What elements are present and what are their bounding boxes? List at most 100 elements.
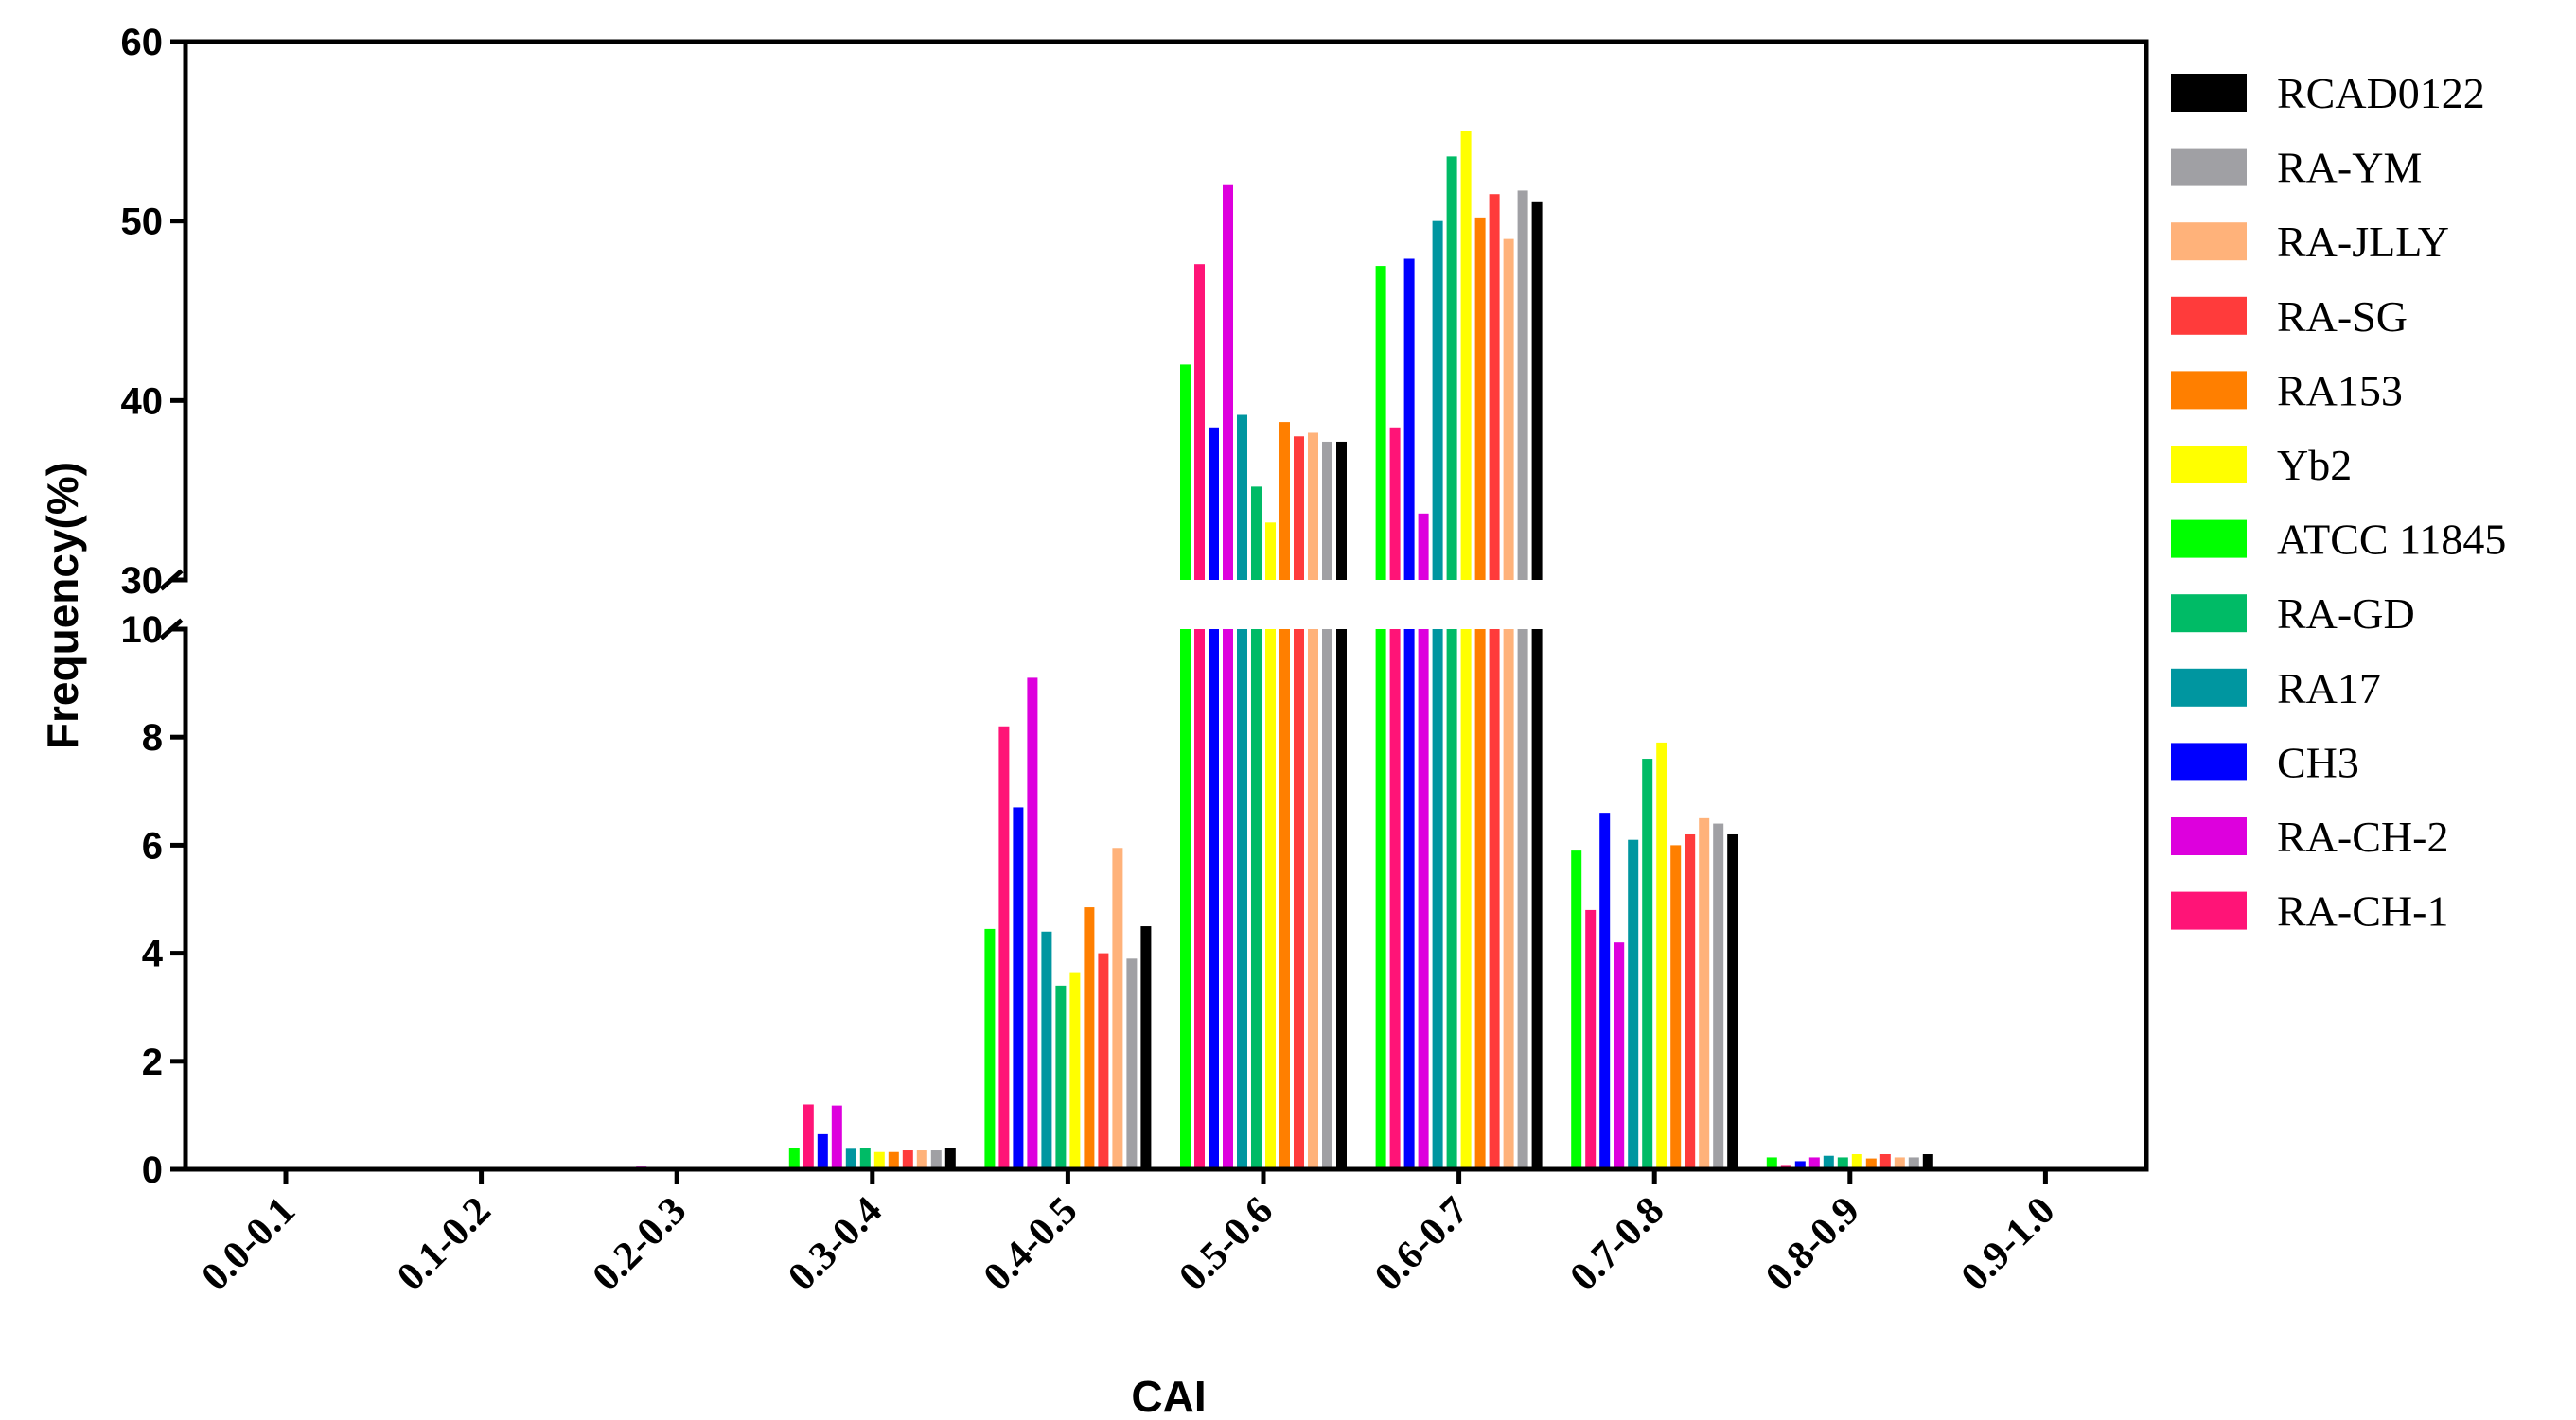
bar-lower-segment	[1531, 629, 1543, 1169]
bar-upper-segment	[1531, 201, 1543, 580]
bar	[1894, 1157, 1905, 1169]
x-tick-label: 0.8-0.9	[1757, 1189, 1868, 1300]
bar-upper-segment	[1180, 364, 1191, 580]
bar-upper-segment	[1223, 184, 1233, 580]
bar-upper-segment	[1474, 217, 1486, 580]
bar-lower-segment	[1223, 629, 1233, 1169]
y-tick-label: 60	[121, 22, 164, 63]
bar	[1585, 909, 1597, 1169]
legend-label: RA-CH-1	[2277, 887, 2448, 936]
bar-upper-segment	[1265, 522, 1276, 580]
bar	[859, 1148, 871, 1169]
bar-upper-segment	[1375, 266, 1386, 580]
legend: RCAD0122 RA-YM RA-JLLY RA-SG RA153 Yb2 ATCC 11…	[2171, 69, 2506, 936]
y-tick-label: 6	[142, 825, 163, 867]
bar	[916, 1150, 927, 1169]
bar-upper-segment	[1503, 238, 1514, 580]
bar	[1851, 1154, 1862, 1169]
legend-label: RA-CH-2	[2277, 813, 2448, 861]
legend-label: RA-YM	[2277, 144, 2422, 192]
legend-label: Yb2	[2277, 441, 2352, 489]
bar	[1140, 926, 1152, 1169]
x-tick-label: 0.3-0.4	[780, 1189, 891, 1300]
y-tick-label: 50	[121, 202, 164, 243]
legend-label: RA-GD	[2277, 589, 2415, 638]
x-tick-label: 0.4-0.5	[976, 1189, 1086, 1300]
bar-lower-segment	[1308, 629, 1318, 1169]
bar-lower-segment	[1503, 629, 1514, 1169]
bar-upper-segment	[1446, 156, 1457, 581]
bar	[902, 1150, 913, 1169]
bar	[1908, 1157, 1919, 1169]
bar-lower-segment	[1403, 629, 1415, 1169]
bar-upper-segment	[1308, 432, 1318, 580]
bar	[873, 1151, 885, 1169]
x-tick-label: 0.7-0.8	[1562, 1189, 1673, 1300]
legend-swatch	[2171, 891, 2247, 930]
bar	[1041, 931, 1052, 1169]
bar-lower-segment	[1389, 629, 1401, 1169]
bar-upper-segment	[1194, 264, 1205, 580]
bar	[1656, 742, 1667, 1169]
bar	[1837, 1157, 1848, 1169]
bar-upper-segment	[1279, 422, 1290, 580]
bar-upper-segment	[1294, 436, 1304, 580]
bar	[1628, 839, 1639, 1169]
y-tick-label: 30	[121, 560, 164, 602]
axes-layer	[159, 39, 2149, 1172]
bar-upper-segment	[1209, 427, 1219, 580]
x-ticks-layer: 0.0-0.1 0.1-0.2 0.2-0.3 0.3-0.4 0.4-0.5 0.5-0…	[193, 1169, 2063, 1299]
bar	[1098, 953, 1109, 1169]
bar-upper-segment	[1432, 220, 1443, 580]
bar	[944, 1148, 956, 1169]
bar-upper-segment	[1237, 414, 1247, 580]
y-tick-label: 0	[142, 1149, 163, 1191]
bar	[1055, 985, 1067, 1169]
bar-upper-segment	[1517, 190, 1528, 580]
legend-label: RCAD0122	[2277, 69, 2485, 117]
bar-lower-segment	[1237, 629, 1247, 1169]
legend-swatch	[2171, 668, 2247, 707]
bar	[1727, 833, 1738, 1169]
bar	[1794, 1161, 1806, 1169]
bar-lower-segment	[1489, 629, 1500, 1169]
bar	[1699, 817, 1710, 1169]
y-axis-title: Frequency(%)	[38, 462, 87, 749]
bar-lower-segment	[1336, 629, 1347, 1169]
bar-lower-segment	[1375, 629, 1386, 1169]
bar	[1670, 845, 1682, 1169]
legend-label: ATCC 11845	[2277, 516, 2506, 564]
x-tick-label: 0.9-1.0	[1953, 1189, 2064, 1300]
bar-lower-segment	[1418, 629, 1429, 1169]
bar-lower-segment	[1265, 629, 1276, 1169]
bar	[1642, 759, 1653, 1169]
y-tick-label: 8	[142, 717, 163, 759]
x-tick-label: 0.0-0.1	[193, 1189, 304, 1300]
bar-upper-segment	[1322, 441, 1332, 580]
bar-lower-segment	[1251, 629, 1262, 1169]
bar	[788, 1148, 800, 1169]
bar	[1126, 958, 1138, 1169]
bar-lower-segment	[1279, 629, 1290, 1169]
bar	[1069, 972, 1081, 1169]
bar	[1766, 1157, 1777, 1169]
bar	[831, 1105, 842, 1169]
bar-upper-segment	[1489, 194, 1500, 580]
bar	[930, 1150, 942, 1169]
legend-swatch	[2171, 446, 2247, 483]
legend-swatch	[2171, 743, 2247, 781]
y-tick-label: 4	[142, 934, 164, 975]
bar-upper-segment	[1418, 513, 1429, 580]
bar-lower-segment	[1517, 629, 1528, 1169]
legend-swatch	[2171, 594, 2247, 633]
bar	[1084, 907, 1095, 1169]
bar-lower-segment	[1446, 629, 1457, 1169]
x-axis-title: CAI	[1131, 1372, 1206, 1420]
x-tick-label: 0.6-0.7	[1367, 1189, 1477, 1300]
bar-upper-segment	[1336, 441, 1347, 580]
bar-lower-segment	[1322, 629, 1332, 1169]
bar	[1599, 813, 1611, 1169]
y-tick-label: 2	[142, 1042, 163, 1083]
legend-label: RA-SG	[2277, 292, 2408, 341]
bar	[1112, 848, 1123, 1169]
